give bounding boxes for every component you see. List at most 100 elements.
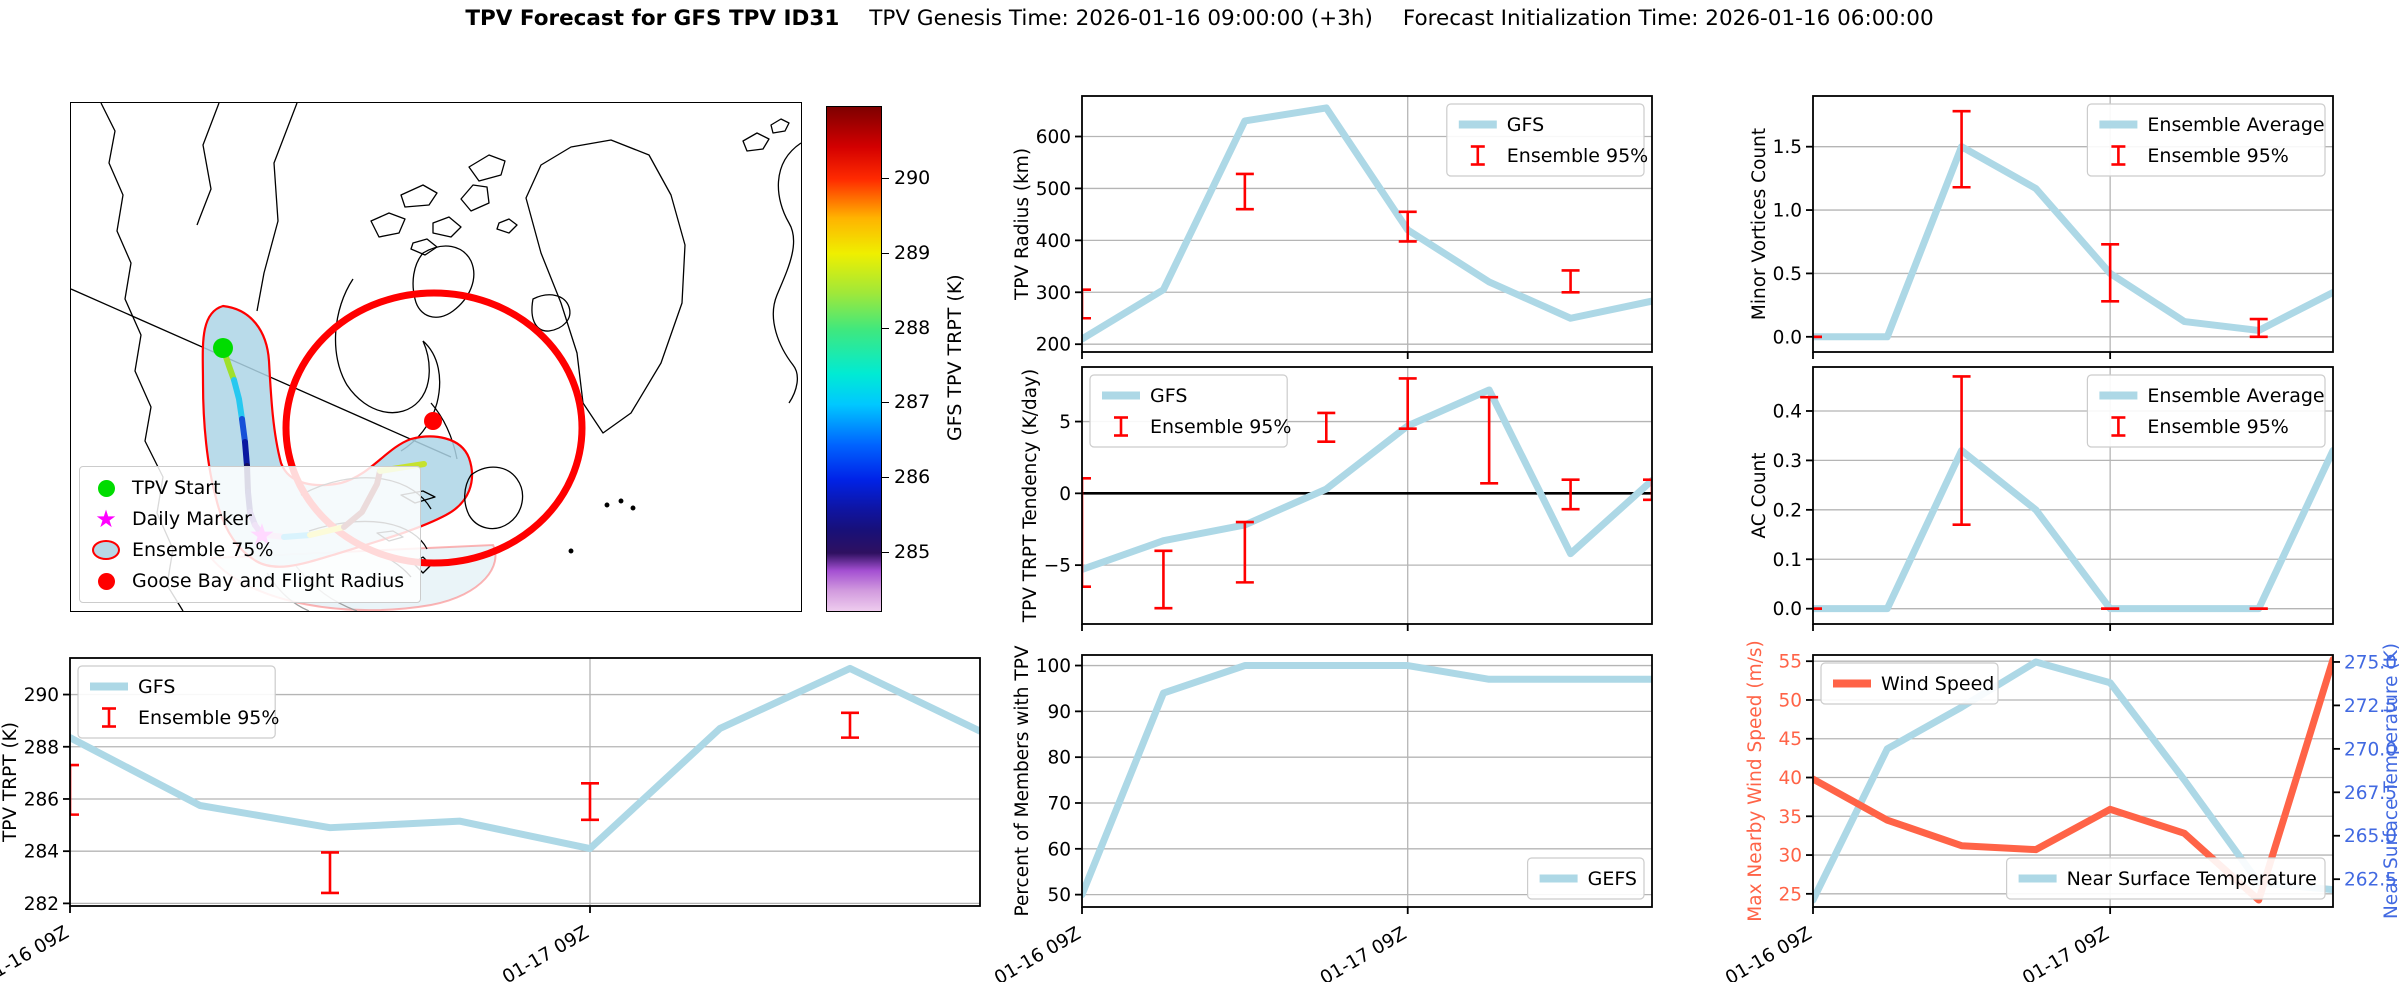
arctic-island	[468, 154, 506, 182]
quebec-coast	[400, 340, 441, 452]
ytick-label-right: 270.0	[2344, 739, 2397, 760]
errorbar	[1561, 269, 1580, 294]
plot-frame	[1812, 95, 2334, 353]
arctic-island	[400, 184, 438, 208]
ytick-label: 0.0	[1773, 327, 1802, 348]
arctic-island	[496, 218, 518, 234]
islet-dot	[618, 498, 624, 504]
ytick-label: 0.1	[1773, 550, 1802, 571]
ytick-label: 50	[1047, 885, 1071, 906]
ytick-label: 0.2	[1773, 500, 1802, 521]
ytick-label: 290	[24, 685, 59, 706]
tendency-plot: −5 0 5 TPV TRPT Tendency (K/day) GFS Ensemble…	[1020, 366, 1653, 631]
ytick-label: 25	[1778, 884, 1802, 905]
ytick-label-right: 272.5	[2344, 696, 2397, 717]
ytick-label: 1.0	[1773, 201, 1802, 222]
ytick-label: 5	[1059, 412, 1071, 433]
errorbar	[321, 851, 339, 895]
ytick-label: 0.3	[1773, 451, 1802, 472]
errorbar	[70, 763, 79, 816]
legend-errorbar-sample	[1470, 145, 1485, 166]
plot-frame	[1081, 654, 1653, 908]
errorbar	[1398, 377, 1417, 431]
legend-label: Ensemble 95%	[2147, 416, 2288, 438]
y-axis-label: TPV Radius (km)	[1012, 148, 1033, 301]
title-main: TPV Forecast for GFS TPV ID31	[465, 6, 840, 31]
map-legend-item-goose-bay-flight-radius: Goose Bay and Flight Radius	[92, 570, 404, 592]
wind-plot: 25 30 35 40 45 50 55 262.5 265.0 267.5 270.0 272.5 2…	[1722, 640, 2399, 982]
map-legend-label: TPV Start	[132, 477, 221, 499]
errorbar	[1082, 476, 1091, 588]
legend: GFS Ensemble 95%	[77, 665, 279, 739]
ytick-label: 100	[1036, 656, 1071, 677]
arctic-island	[410, 238, 438, 256]
errorbar	[2101, 242, 2120, 303]
errorbar	[2249, 317, 2268, 339]
colorbar-tick-mark	[881, 477, 889, 479]
errorbar	[1480, 395, 1499, 485]
islet-dot	[604, 502, 610, 508]
title-genesis: TPV Genesis Time: 2026-01-16 09:00:00 (+…	[869, 6, 1373, 31]
track-segment	[239, 416, 248, 445]
map-legend-label: Ensemble 75%	[132, 539, 274, 561]
xtick-label: 01-16 09Z	[1722, 923, 1816, 982]
legend-label: GEFS	[1588, 868, 1637, 890]
y-axis-label: AC Count	[1749, 452, 1770, 538]
ytick-label: 0	[1059, 484, 1071, 505]
y-axis-label: Minor Vortices Count	[1749, 128, 1770, 320]
xtick-label: 01-17 09Z	[2019, 923, 2113, 982]
goose-bay-dot	[424, 412, 442, 430]
legend-label: Ensemble 95%	[138, 707, 279, 729]
arctic-island	[460, 184, 490, 212]
legend-label: Ensemble 95%	[1150, 416, 1291, 438]
arctic-island	[432, 216, 462, 238]
colorbar-tick-label: 285	[894, 541, 931, 564]
ytick-label: 600	[1036, 127, 1071, 148]
plot-frame	[1812, 654, 2334, 908]
map-panel: ★ TPV Start ★ Daily Marker Ensemble 75% Goos…	[70, 102, 802, 612]
legend-errorbar-sample	[2111, 145, 2126, 166]
chart-tpv-radius: 200 300 400 500 600 TPV Radius (km) GFS Ensembl…	[1012, 95, 1653, 359]
ytick-label: 300	[1036, 283, 1071, 304]
xtick-label: 01-16 09Z	[0, 922, 73, 982]
errorbar	[1317, 411, 1336, 443]
ytick-label: 284	[24, 842, 59, 863]
series-line-ensemble-average	[1813, 143, 2333, 341]
plot-frame	[1081, 95, 1653, 353]
xtick-label: 01-16 09Z	[991, 923, 1085, 982]
plot-frame	[1812, 366, 2334, 625]
xtick-label: 01-17 09Z	[499, 922, 593, 982]
errorbar	[1952, 109, 1971, 189]
legend-errorbar-sample	[2111, 416, 2126, 437]
iceland	[531, 294, 571, 332]
colorbar-tick-label: 290	[894, 166, 931, 189]
plot-frame	[1081, 366, 1653, 625]
map-legend: TPV Start ★ Daily Marker Ensemble 75% Goose …	[79, 466, 422, 603]
errorbar	[1561, 478, 1580, 511]
y-axis-label: Percent of Members with TPV	[1012, 645, 1033, 916]
ytick-label: 282	[24, 894, 59, 915]
islet-dot	[568, 548, 574, 554]
legend-label: GFS	[1150, 385, 1187, 407]
chart-tpv-trpt-tendency: −5 0 5 TPV TRPT Tendency (K/day) GFS Ensemble…	[1020, 366, 1653, 631]
colorbar-tick-mark	[881, 252, 889, 254]
ytick-label: 1.5	[1773, 137, 1802, 158]
percent-plot: 50 60 70 80 90 100 01-16 09Z 01-17 09Z Percent o…	[991, 645, 1653, 982]
ytick-label: 500	[1036, 179, 1071, 200]
legend: Wind Speed	[1820, 662, 1999, 705]
ytick-label: −5	[1044, 556, 1071, 577]
track-segment	[231, 377, 245, 422]
legend-errorbar-sample	[1114, 416, 1128, 437]
errorbar	[581, 782, 599, 822]
ytick-label: 288	[24, 737, 59, 758]
ytick-label: 55	[1778, 652, 1802, 673]
errorbar	[1643, 478, 1652, 502]
ytick-label: 90	[1047, 702, 1071, 723]
ytick-label: 80	[1047, 748, 1071, 769]
chart-ac-count: 0.0 0.1 0.2 0.3 0.4 AC Count Ensemble Average E…	[1749, 366, 2334, 631]
series-line-gfs	[70, 664, 980, 853]
map-legend-label: Goose Bay and Flight Radius	[132, 570, 405, 592]
